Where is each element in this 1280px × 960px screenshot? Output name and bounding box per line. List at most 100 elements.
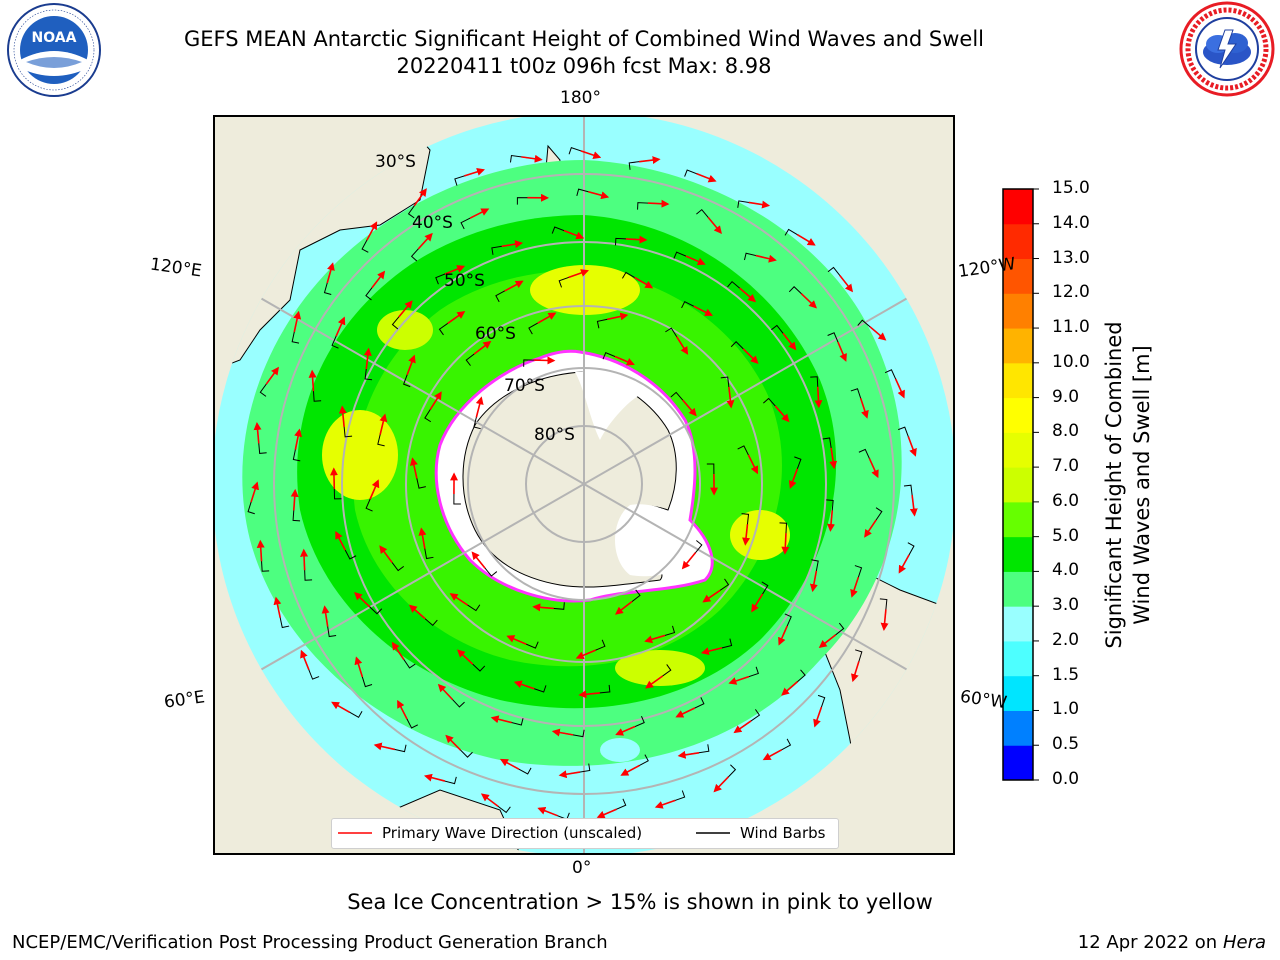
wave-direction-arrow: [696, 172, 717, 183]
wave-direction-arrow: [829, 447, 838, 470]
colorbar-tick-label: 4.0: [1052, 560, 1080, 581]
footer-date: 12 Apr 2022 on: [1077, 932, 1223, 953]
footer-machine: Hera: [1222, 932, 1266, 953]
colorbar-tick-label: 0.0: [1052, 769, 1080, 789]
wave-direction-arrow: [354, 591, 371, 608]
wave-direction-arrow: [469, 208, 490, 219]
wave-direction-arrow: [681, 552, 697, 570]
colorbar-segment: [1003, 328, 1033, 364]
wave-direction-arrow: [464, 167, 485, 177]
wave-direction-arrow: [751, 593, 764, 613]
wave-direction-arrow: [445, 734, 462, 751]
wave-direction-arrow: [869, 326, 887, 341]
wave-direction-arrow: [809, 570, 818, 593]
colorbar-tick-label: 11.0: [1052, 317, 1090, 338]
wave-direction-arrow: [742, 524, 751, 546]
lat-label-60s: 60°S: [475, 324, 516, 344]
peak-2: [322, 410, 398, 500]
wave-direction-arrow: [338, 405, 347, 427]
wave-direction-arrow: [685, 255, 706, 266]
colorbar-tick-label: 2.0: [1052, 629, 1080, 650]
wave-direction-arrow: [839, 274, 854, 293]
wave-direction-arrow: [456, 649, 474, 665]
colorbar-segment: [1003, 432, 1033, 468]
peak-4: [730, 510, 790, 560]
colorbar-segment: [1003, 571, 1033, 607]
lat-label-70s: 70°S: [504, 376, 545, 396]
colorbar-tick-label: 15.0: [1052, 178, 1090, 198]
wave-direction-arrow: [413, 188, 427, 207]
wave-direction-arrow: [533, 356, 556, 365]
wave-direction-arrow: [490, 715, 512, 724]
colorbar-tick-label: 13.0: [1052, 247, 1090, 268]
wave-direction-arrow: [326, 262, 335, 284]
wave-direction-arrow: [568, 269, 589, 279]
wave-direction-arrow: [473, 340, 492, 355]
wave-direction-arrow: [615, 600, 633, 615]
wave-direction-arrow: [907, 436, 917, 457]
wave-direction-arrow: [580, 150, 602, 160]
wave-direction-arrow: [675, 336, 689, 355]
colorbar-segment: [1003, 189, 1033, 225]
colorbar-label: Significant Height of Combined Wind Wave…: [1100, 321, 1156, 648]
wave-direction-arrow: [607, 312, 629, 321]
wave-direction-arrow: [800, 293, 818, 309]
calm-patch: [600, 738, 640, 762]
wave-direction-arrow: [654, 799, 676, 809]
colorbar-tick-label: 10.0: [1052, 351, 1090, 372]
ross-ice-shelf: [575, 371, 640, 440]
wave-direction-arrow: [471, 551, 486, 569]
wave-direction-arrow: [290, 488, 299, 511]
graticule: [214, 116, 954, 854]
wave-direction-arrow: [894, 378, 905, 399]
wave-direction-arrow: [700, 647, 723, 656]
colorbar-label-line2: Wind Waves and Swell [m]: [1130, 345, 1154, 625]
colorbar-segment: [1003, 293, 1033, 329]
wave-direction-arrow: [728, 675, 750, 685]
nws-logo: [1178, 0, 1276, 98]
wave-direction-arrow: [417, 232, 433, 250]
wave-direction-arrow: [391, 641, 405, 661]
wave-direction-arrow: [645, 675, 664, 689]
wave-direction-arrow: [755, 254, 777, 263]
wave-direction-arrow: [398, 300, 413, 318]
wave-direction-arrow: [634, 276, 654, 289]
lon-label-180: 180°: [560, 88, 601, 108]
wave-direction-arrow: [437, 683, 454, 701]
colorbar-segment: [1003, 258, 1033, 294]
colorbar-segment: [1003, 467, 1033, 503]
wave-direction-arrow: [480, 793, 499, 808]
chart-subtitle: 20220411 t00z 096h fcst Max: 8.98: [396, 54, 772, 78]
wave-direction-arrow: [850, 577, 860, 598]
wave-direction-arrow: [537, 312, 557, 324]
wave-direction-arrow: [521, 154, 543, 163]
colorbar-tick-label: 3.0: [1052, 595, 1080, 616]
sea-ice-caption: Sea Ice Concentration > 15% is shown in …: [347, 890, 933, 914]
footer-right: 12 Apr 2022 on Hera: [1078, 932, 1266, 953]
colorbar-tick-label: 1.5: [1052, 664, 1080, 685]
wave-direction-arrow: [615, 725, 636, 736]
wave-direction-arrow: [742, 348, 759, 364]
lat-label-80s: 80°S: [534, 425, 575, 445]
colorbar-tick-label: 1.0: [1052, 699, 1080, 720]
wave-direction-arrow: [639, 156, 661, 165]
wave-direction-arrow: [410, 457, 418, 479]
colorbar-tick-label: 9.0: [1052, 386, 1080, 407]
wave-direction-arrow: [818, 634, 837, 649]
lat-label-50s: 50°S: [444, 271, 485, 291]
wave-direction-arrow: [796, 233, 816, 246]
colorbar-segment: [1003, 536, 1033, 572]
wave-direction-arrow: [596, 808, 617, 819]
wave-direction-arrow: [747, 454, 758, 475]
wave-direction-arrow: [373, 742, 395, 751]
wave-direction-arrows: [247, 146, 918, 820]
wave-direction-arrow: [781, 533, 790, 555]
wave-direction-arrow: [321, 605, 330, 627]
wave-direction-arrow: [504, 280, 524, 292]
wave-direction-arrow: [868, 458, 879, 479]
wave-direction-arrow: [781, 681, 799, 696]
wave-direction-arrow: [449, 593, 469, 606]
wave-direction-arrow: [578, 690, 600, 699]
wave-direction-arrow: [501, 240, 524, 249]
weddell-ice: [615, 504, 700, 577]
